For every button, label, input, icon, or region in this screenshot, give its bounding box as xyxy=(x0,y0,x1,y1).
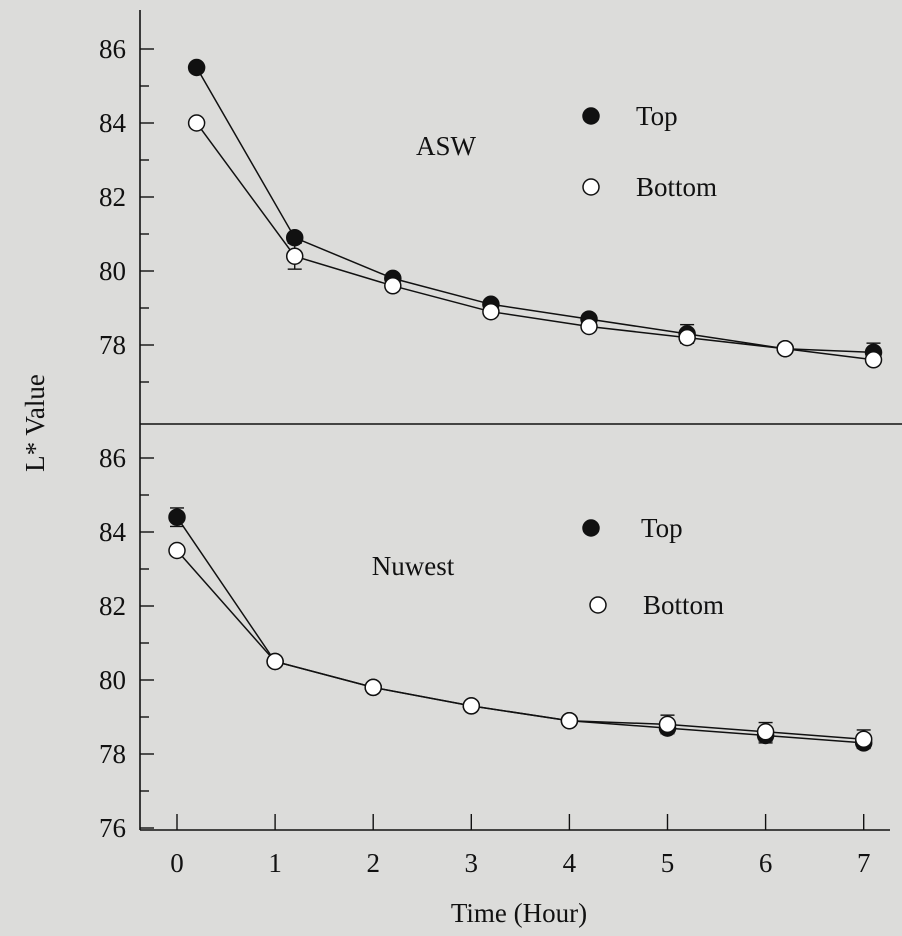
y-tick-label: 78 xyxy=(99,739,126,769)
y-tick-label: 84 xyxy=(99,517,127,547)
x-tick-label: 3 xyxy=(465,848,479,878)
data-point-bottom xyxy=(267,654,283,670)
legend-label-top: Top xyxy=(636,101,678,131)
x-tick-label: 6 xyxy=(759,848,773,878)
x-tick-label: 1 xyxy=(268,848,282,878)
data-point-bottom xyxy=(483,304,499,320)
y-tick-label: 78 xyxy=(99,330,126,360)
y-tick-label: 86 xyxy=(99,34,126,64)
data-point-bottom xyxy=(856,731,872,747)
data-point-bottom xyxy=(758,724,774,740)
data-point-bottom xyxy=(287,248,303,264)
x-tick-label: 0 xyxy=(170,848,184,878)
panel-asw: 78 80 82 84 86 ASW Top Bottom xyxy=(99,10,902,424)
x-tick-label: 4 xyxy=(563,848,577,878)
data-point-bottom xyxy=(561,713,577,729)
data-point-bottom xyxy=(777,341,793,357)
x-axis-title: Time (Hour) xyxy=(451,898,587,928)
y-tick-label: 76 xyxy=(99,813,126,843)
y-tick-label: 82 xyxy=(99,182,126,212)
panel-label: Nuwest xyxy=(372,551,455,581)
series-line-top xyxy=(197,68,874,353)
legend-label-top: Top xyxy=(641,513,683,543)
data-point-bottom xyxy=(463,698,479,714)
data-point-bottom xyxy=(365,679,381,695)
shared-axes: Time (Hour) L* Value 0 1 2 3 4 5 6 7 xyxy=(20,374,890,928)
panel-label: ASW xyxy=(416,131,477,161)
data-point-bottom xyxy=(169,543,185,559)
series-line-top xyxy=(177,517,864,743)
legend-marker-top xyxy=(583,520,599,536)
legend-marker-top xyxy=(583,108,599,124)
y-tick-label: 84 xyxy=(99,108,127,138)
data-point-bottom xyxy=(679,330,695,346)
legend-marker-bottom xyxy=(583,179,599,195)
y-tick-label: 82 xyxy=(99,591,126,621)
data-point-top xyxy=(169,509,185,525)
y-axis-title: L* Value xyxy=(20,374,50,472)
x-tick-label: 5 xyxy=(661,848,675,878)
legend-label-bottom: Bottom xyxy=(636,172,717,202)
data-point-bottom xyxy=(189,115,205,131)
panel-nuwest: 76 78 80 82 84 86 Nuwest Top Bottom xyxy=(99,424,872,843)
x-tick-label: 7 xyxy=(857,848,871,878)
series-line-bottom xyxy=(177,551,864,740)
data-point-top xyxy=(189,60,205,76)
y-tick-label: 80 xyxy=(99,665,126,695)
y-tick-label: 86 xyxy=(99,443,126,473)
data-point-bottom xyxy=(581,319,597,335)
data-point-bottom xyxy=(866,352,882,368)
legend-label-bottom: Bottom xyxy=(643,590,724,620)
data-point-bottom xyxy=(660,716,676,732)
y-tick-label: 80 xyxy=(99,256,126,286)
data-point-bottom xyxy=(385,278,401,294)
legend-marker-bottom xyxy=(590,597,606,613)
x-tick-label: 2 xyxy=(366,848,380,878)
